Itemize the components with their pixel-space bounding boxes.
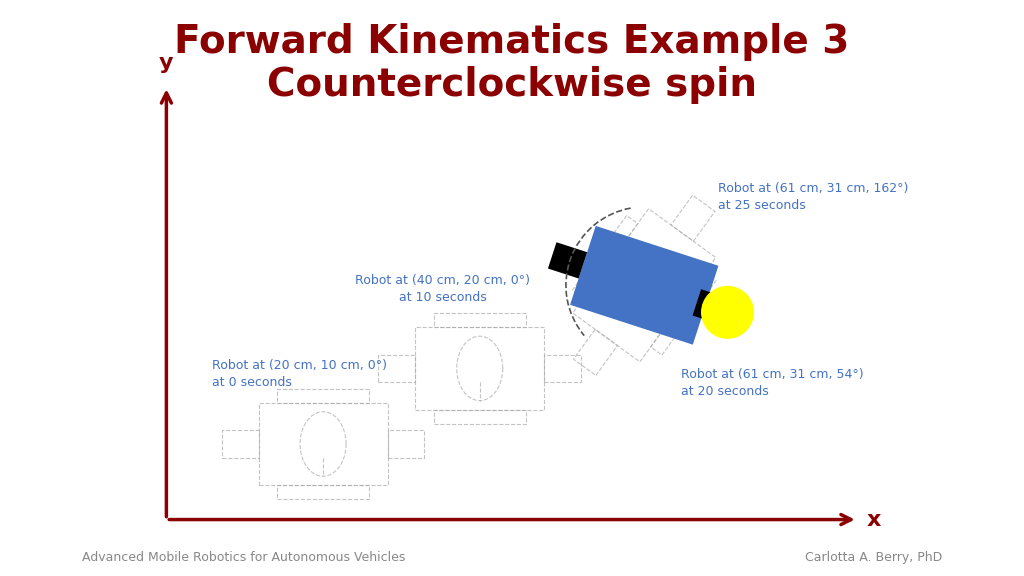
Text: Robot at (61 cm, 31 cm, 54°)
at 20 seconds: Robot at (61 cm, 31 cm, 54°) at 20 secon… <box>681 368 863 398</box>
Polygon shape <box>570 226 719 344</box>
Text: y: y <box>159 52 174 73</box>
Text: Forward Kinematics Example 3
Counterclockwise spin: Forward Kinematics Example 3 Countercloc… <box>174 23 850 104</box>
Polygon shape <box>692 289 740 328</box>
Text: Advanced Mobile Robotics for Autonomous Vehicles: Advanced Mobile Robotics for Autonomous … <box>82 551 406 564</box>
Text: x: x <box>866 510 882 529</box>
Text: Robot at (20 cm, 10 cm, 0°)
at 0 seconds: Robot at (20 cm, 10 cm, 0°) at 0 seconds <box>213 359 387 389</box>
Text: Robot at (61 cm, 31 cm, 162°)
at 25 seconds: Robot at (61 cm, 31 cm, 162°) at 25 seco… <box>718 181 908 211</box>
Text: Carlotta A. Berry, PhD: Carlotta A. Berry, PhD <box>805 551 942 564</box>
Circle shape <box>701 286 754 338</box>
Text: Robot at (40 cm, 20 cm, 0°)
at 10 seconds: Robot at (40 cm, 20 cm, 0°) at 10 second… <box>355 274 530 304</box>
Polygon shape <box>548 242 587 278</box>
